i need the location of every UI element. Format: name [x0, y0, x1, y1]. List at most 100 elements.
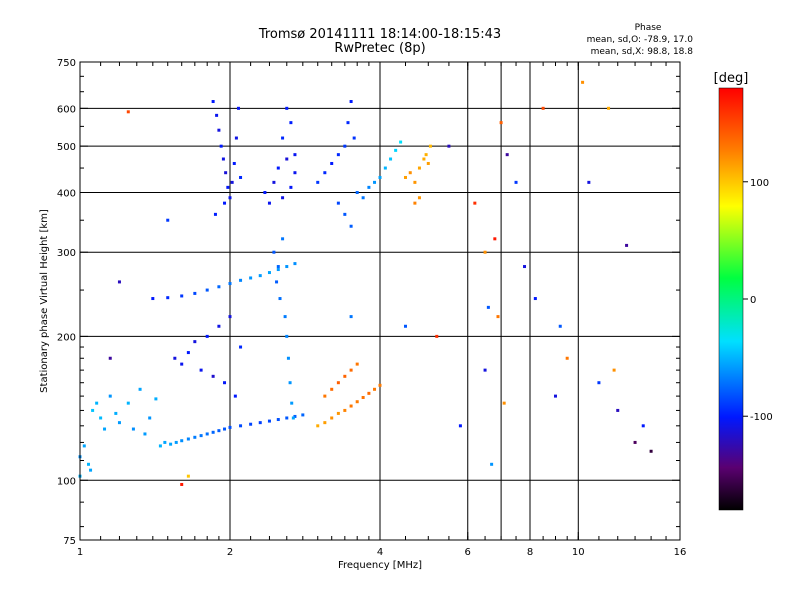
data-point	[373, 387, 377, 391]
data-point	[330, 161, 334, 165]
data-point	[180, 362, 184, 366]
data-point	[499, 121, 503, 125]
data-point	[343, 374, 347, 378]
data-point	[336, 153, 340, 157]
y-tick-label: 600	[57, 104, 76, 115]
x-axis-label: Frequency [MHz]	[338, 560, 422, 571]
data-point	[343, 408, 347, 412]
data-point	[267, 419, 271, 423]
data-point	[355, 400, 359, 404]
data-point	[276, 418, 280, 422]
data-point	[193, 435, 197, 439]
data-point	[108, 394, 112, 398]
data-point	[399, 140, 403, 144]
data-point	[180, 439, 184, 443]
data-point	[239, 278, 243, 282]
data-point	[289, 185, 293, 189]
data-point	[316, 180, 320, 184]
data-point	[285, 106, 289, 110]
data-point	[389, 157, 393, 161]
data-point	[323, 171, 327, 175]
y-tick-label: 75	[63, 536, 76, 547]
data-point	[217, 285, 221, 289]
data-point	[502, 401, 506, 405]
data-point	[193, 340, 197, 344]
data-point	[108, 356, 112, 360]
data-point	[373, 180, 377, 184]
data-point	[349, 100, 353, 104]
data-point	[422, 157, 426, 161]
data-point	[587, 180, 591, 184]
data-point	[219, 144, 223, 148]
data-point	[267, 201, 271, 205]
x-tick-label: 6	[465, 547, 471, 558]
data-point	[276, 268, 280, 272]
data-point	[361, 395, 365, 399]
data-point	[186, 474, 190, 478]
data-point	[154, 397, 158, 401]
colorbar	[718, 87, 744, 511]
data-point	[285, 157, 289, 161]
data-point	[473, 201, 477, 205]
data-point	[490, 462, 494, 466]
colorbar-tick-label: 100	[750, 178, 769, 189]
x-tick-label: 2	[227, 547, 233, 558]
data-point	[625, 243, 629, 247]
data-point	[426, 161, 430, 165]
data-point	[289, 121, 293, 125]
data-point	[275, 280, 279, 284]
data-point	[230, 180, 234, 184]
data-point	[558, 324, 562, 328]
data-point	[272, 180, 276, 184]
data-point	[223, 427, 227, 431]
data-point	[228, 196, 232, 200]
data-point	[117, 280, 121, 284]
x-tick-label: 4	[377, 547, 383, 558]
data-point	[458, 424, 462, 428]
data-point	[163, 440, 167, 444]
y-tick-label: 300	[57, 248, 76, 259]
data-point	[99, 416, 103, 420]
data-point	[336, 201, 340, 205]
data-point	[286, 356, 290, 360]
x-tick-label: 8	[527, 547, 533, 558]
data-point	[239, 345, 243, 349]
data-point	[413, 201, 417, 205]
data-point	[89, 468, 93, 472]
data-point	[228, 315, 232, 319]
data-point	[447, 144, 451, 148]
data-point	[249, 276, 253, 280]
data-point	[428, 144, 432, 148]
data-point	[417, 196, 421, 200]
data-point	[346, 121, 350, 125]
data-point	[249, 422, 253, 426]
data-point	[649, 449, 653, 453]
data-point	[221, 157, 225, 161]
data-point	[199, 434, 203, 438]
data-point	[288, 381, 292, 385]
data-point	[352, 136, 356, 140]
data-point	[355, 362, 359, 366]
data-point	[228, 282, 232, 286]
scatter-points	[78, 80, 653, 486]
data-point	[117, 421, 121, 425]
data-point	[533, 297, 537, 301]
data-point	[565, 356, 569, 360]
data-point	[505, 153, 509, 157]
data-point	[239, 175, 243, 179]
data-point	[233, 394, 237, 398]
data-point	[174, 440, 178, 444]
data-point	[285, 416, 289, 420]
axis-ticks: 1 2 4 6 8 10 16 75 100 200 300 400 500 600 750	[57, 58, 686, 558]
grid-lines	[80, 62, 680, 540]
data-point	[323, 394, 327, 398]
data-point	[126, 110, 130, 114]
data-point	[633, 440, 637, 444]
data-point	[131, 427, 135, 431]
data-point	[336, 381, 340, 385]
data-point	[217, 429, 221, 433]
data-point	[293, 262, 297, 266]
data-point	[612, 368, 616, 372]
data-point	[330, 387, 334, 391]
